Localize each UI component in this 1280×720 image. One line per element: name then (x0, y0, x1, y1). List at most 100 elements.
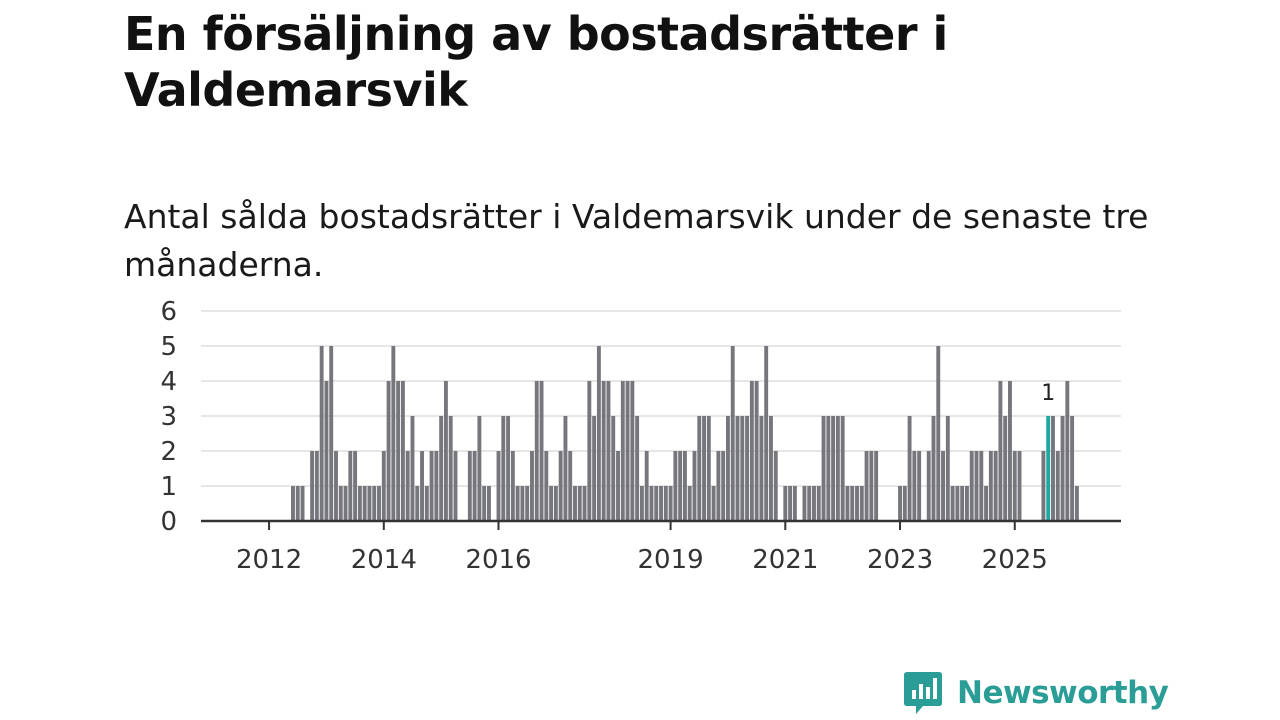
bar (654, 486, 659, 521)
y-tick-label: 1 (160, 472, 177, 502)
bar (974, 451, 979, 521)
bar (1060, 416, 1065, 521)
bar (965, 486, 969, 521)
bar (769, 416, 773, 521)
bar (324, 381, 329, 521)
bar (759, 416, 764, 521)
bar (415, 486, 420, 521)
bar (993, 451, 998, 521)
x-tick-label: 2019 (638, 545, 704, 575)
bar (553, 486, 558, 521)
y-tick-label: 5 (160, 332, 177, 362)
bar (620, 381, 625, 521)
bar (988, 451, 993, 521)
bar (859, 486, 864, 521)
bar (630, 381, 635, 521)
bar (979, 451, 984, 521)
bar (467, 451, 472, 521)
bar (840, 416, 845, 521)
y-tick-label: 6 (160, 297, 177, 327)
bar (792, 486, 797, 521)
bar (525, 486, 530, 521)
y-tick-label: 3 (160, 402, 177, 432)
bar (506, 416, 511, 521)
bar (898, 486, 902, 521)
bar (869, 451, 874, 521)
bar (945, 416, 950, 521)
y-tick-label: 4 (160, 367, 177, 397)
bar (874, 451, 879, 521)
bar (984, 486, 989, 521)
bar (381, 451, 386, 521)
bar (429, 451, 434, 521)
y-tick-label: 2 (160, 437, 177, 467)
bar (816, 486, 821, 521)
bar (1065, 381, 1070, 521)
bar (864, 451, 869, 521)
bar (367, 486, 372, 521)
bar (635, 416, 640, 521)
x-tick-label: 2021 (752, 545, 818, 575)
bar (788, 486, 793, 521)
bar (678, 451, 683, 521)
bar (902, 486, 907, 521)
bar (314, 451, 319, 521)
bar (941, 451, 945, 521)
bar (539, 381, 544, 521)
bar (510, 451, 515, 521)
bar (835, 416, 840, 521)
bar (926, 451, 931, 521)
bar (534, 381, 539, 521)
x-tick-label: 2012 (236, 545, 302, 575)
bar (549, 486, 554, 521)
bar (616, 451, 620, 521)
bar (850, 486, 855, 521)
bar (439, 416, 444, 521)
x-tick-label: 2014 (351, 545, 417, 575)
bar (587, 381, 592, 521)
y-axis-ticks: 0 1 2 3 4 5 6 (160, 297, 177, 537)
bar (998, 381, 1003, 521)
bar (334, 451, 338, 521)
bar (477, 416, 482, 521)
x-tick-label: 2025 (982, 545, 1048, 575)
bar (682, 451, 687, 521)
bar (343, 486, 348, 521)
bar (601, 381, 606, 521)
bar (726, 416, 730, 521)
bar (1051, 416, 1055, 521)
bar (912, 451, 917, 521)
bar (391, 346, 396, 521)
bar (1008, 381, 1012, 521)
bar-chart: 0 1 2 3 4 5 6 2012 2014 2016 2019 2021 2023 2025 1 (160, 297, 1121, 575)
bar (807, 486, 812, 521)
bar (310, 451, 315, 521)
bar (377, 486, 381, 521)
bar (783, 486, 788, 521)
bar (845, 486, 850, 521)
bar (749, 381, 754, 521)
bar (592, 416, 597, 521)
bar (855, 486, 859, 521)
y-tick-label: 0 (160, 507, 177, 537)
bar (573, 486, 577, 521)
bar (1041, 451, 1046, 521)
bar (300, 486, 305, 521)
bar (831, 416, 836, 521)
x-tick-label: 2016 (465, 545, 531, 575)
bar (697, 416, 702, 521)
bar (625, 381, 630, 521)
bar (386, 381, 391, 521)
bar (582, 486, 587, 521)
bar (721, 451, 726, 521)
bar (482, 486, 487, 521)
bar (936, 346, 941, 521)
bar (520, 486, 525, 521)
bar (515, 486, 520, 521)
bar (955, 486, 960, 521)
bar (420, 451, 424, 521)
x-tick-label: 2023 (867, 545, 933, 575)
bar (802, 486, 807, 521)
bar (917, 451, 922, 521)
bar (362, 486, 367, 521)
